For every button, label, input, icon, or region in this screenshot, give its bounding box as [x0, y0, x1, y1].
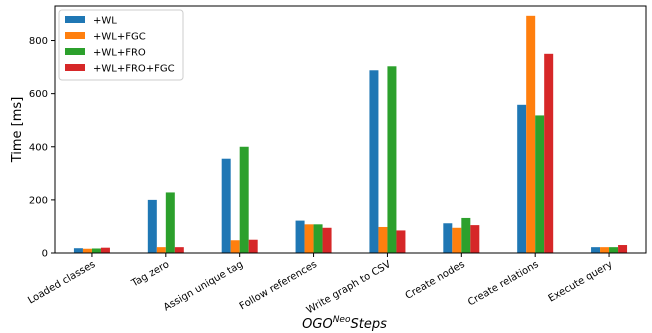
plot-frame	[54, 5, 647, 254]
bar-create-relations-series-3	[535, 115, 545, 254]
bar-execute-query-series-4	[618, 245, 628, 253]
bar-assign-unique-tag-series-3	[239, 146, 249, 253]
x-axis-title-superscript: Neo	[333, 315, 351, 325]
bar-execute-query-series-3	[609, 247, 619, 253]
y-tick-label: 0	[42, 249, 48, 260]
legend-label: +WL+FRO+FGC	[93, 64, 175, 75]
y-axis-title: Time [ms]	[10, 97, 25, 164]
x-tick-label: Assign unique tag	[162, 259, 245, 313]
y-tick-label: 400	[29, 142, 48, 153]
bar-write-graph-to-csv-series-2	[378, 226, 388, 253]
legend-swatch	[65, 32, 85, 39]
x-tick-label: Create nodes	[404, 259, 467, 302]
bar-create-nodes-series-4	[470, 225, 480, 253]
bar-tag-zero-series-1	[147, 199, 157, 253]
x-tick-label: Tag zero	[129, 259, 171, 290]
bar-tag-zero-series-3	[165, 192, 175, 253]
bar-tag-zero-series-4	[174, 247, 184, 253]
bar-loaded-classes-series-1	[73, 248, 83, 253]
bar-follow-references-series-2	[304, 224, 314, 253]
bar-create-nodes-series-1	[443, 223, 453, 253]
y-tick-label: 800	[29, 36, 48, 47]
bar-follow-references-series-4	[322, 227, 332, 253]
legend-label: +WL+FGC	[93, 32, 146, 43]
x-axis-title-suffix: Steps	[350, 317, 387, 332]
bar-write-graph-to-csv-series-3	[387, 66, 397, 253]
bar-follow-references-series-1	[295, 220, 305, 253]
bar-create-nodes-series-3	[461, 217, 471, 253]
bars-group	[73, 15, 628, 254]
bar-loaded-classes-series-4	[100, 247, 110, 253]
y-tick-label: 200	[29, 195, 48, 206]
legend-label: +WL	[93, 16, 117, 27]
bar-assign-unique-tag-series-1	[221, 158, 231, 253]
legend-swatch	[65, 64, 85, 71]
x-tick-label: Create relations	[466, 259, 541, 308]
bar-tag-zero-series-2	[156, 247, 166, 253]
bar-assign-unique-tag-series-2	[230, 240, 240, 253]
bar-create-nodes-series-2	[452, 227, 462, 253]
legend-swatch	[65, 48, 85, 55]
bar-execute-query-series-1	[591, 247, 601, 253]
bar-create-relations-series-4	[544, 53, 554, 253]
bar-write-graph-to-csv-series-4	[396, 230, 406, 253]
bar-create-relations-series-1	[517, 104, 527, 253]
legend-swatch	[65, 16, 85, 23]
bar-write-graph-to-csv-series-1	[369, 70, 379, 253]
x-tick-label: Follow references	[238, 259, 319, 312]
x-axis-title-prefix: OGO	[302, 317, 333, 332]
y-axis: 0 200 400 600 800	[29, 36, 55, 260]
bar-create-relations-series-2	[526, 15, 536, 254]
x-axis-title: OGONeoSteps	[302, 315, 387, 332]
bar-loaded-classes-series-2	[82, 248, 92, 253]
y-tick-label: 600	[29, 89, 48, 100]
legend-box	[58, 9, 184, 81]
bar-assign-unique-tag-series-4	[248, 239, 258, 253]
bar-loaded-classes-series-3	[91, 248, 101, 253]
bar-follow-references-series-3	[313, 224, 323, 253]
x-tick-label: Loaded classes	[26, 259, 97, 306]
legend: +WL +WL+FGC +WL+FRO +WL+FRO+FGC	[58, 9, 184, 81]
x-tick-label: Execute query	[547, 259, 615, 305]
legend-label: +WL+FRO	[93, 48, 146, 59]
bar-execute-query-series-2	[600, 247, 610, 253]
